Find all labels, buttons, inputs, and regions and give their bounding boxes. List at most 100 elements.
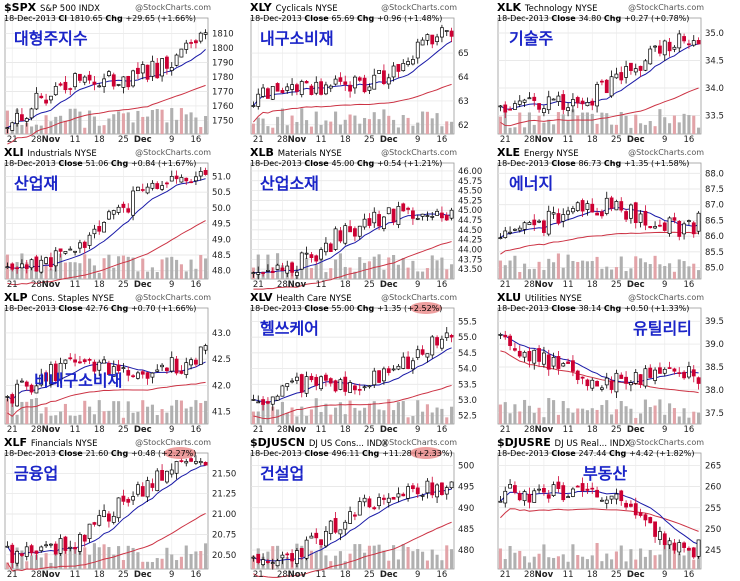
- volume-bar: [571, 260, 575, 279]
- volume-bar: [643, 262, 647, 279]
- change-label: Chg: [105, 14, 125, 23]
- x-tick-label: Nov: [42, 135, 61, 145]
- chart-exchange: NYSE: [329, 294, 351, 304]
- candle-body: [44, 372, 48, 382]
- volume-bar: [605, 553, 609, 569]
- moving-average-long: [7, 84, 206, 145]
- y-tick-label: 45.50: [458, 187, 482, 197]
- volume-bar: [629, 268, 633, 279]
- chart-info: 18-Dec-2013 Close 55.00 Chg +1.35 (+2.52…: [250, 304, 442, 313]
- volume-bar: [561, 401, 565, 424]
- candle-body: [78, 361, 82, 364]
- candle-body: [517, 350, 522, 357]
- candle-body: [328, 378, 333, 384]
- chart-name: Energy: [524, 149, 556, 159]
- moving-average-short: [6, 465, 206, 555]
- candle-body: [266, 88, 270, 99]
- volume-bar: [527, 405, 531, 424]
- candle-body: [672, 46, 677, 50]
- sector-label: 유틸리티: [633, 319, 692, 338]
- candle-body: [614, 201, 619, 211]
- candle-body: [290, 84, 294, 90]
- volume-bar: [687, 266, 691, 279]
- x-tick-label: 28: [31, 570, 42, 580]
- candle-body: [571, 488, 575, 497]
- volume-bar: [271, 406, 275, 424]
- price-label: Close: [304, 159, 331, 168]
- candle-body: [633, 503, 638, 516]
- x-tick-label: Nov: [42, 425, 61, 435]
- volume-bar: [590, 408, 594, 424]
- candle-body: [333, 78, 338, 85]
- price-value: 247.44: [578, 449, 609, 458]
- moving-average-long: [6, 512, 206, 572]
- candle-body: [58, 83, 63, 86]
- candle-body: [406, 486, 410, 499]
- volume-bar: [547, 557, 551, 569]
- candle-body: [333, 228, 338, 250]
- volume-bar: [421, 271, 425, 279]
- volume-bar: [121, 560, 125, 569]
- chart-svg: 1810 1800 1790 1780 1770 1760 1750 21 28 Nov 11 18 2…: [4, 1, 234, 145]
- candle-body: [508, 108, 512, 111]
- candle-body: [435, 36, 439, 42]
- x-tick-label: Nov: [535, 425, 554, 435]
- candle-body: [261, 559, 265, 565]
- watermark: @StockCharts.com: [628, 148, 704, 157]
- volume-bar: [552, 400, 556, 424]
- candle-body: [498, 500, 503, 503]
- sector-label: 에너지: [509, 174, 553, 193]
- chart-date: 18-Dec-2013: [250, 304, 304, 313]
- chart-exchange: NYSE: [560, 294, 582, 304]
- volume-bar: [396, 127, 400, 134]
- candle-body: [527, 493, 532, 503]
- volume-bar: [590, 113, 594, 134]
- candle-body: [174, 54, 179, 66]
- change-value: +0.70 (+1.66%): [131, 304, 196, 313]
- volume-bar: [614, 409, 618, 424]
- candle-body: [324, 242, 328, 253]
- change-label: Chg: [357, 159, 377, 168]
- chart-panel: 65 64 63 62 21 28 Nov 11 18 25 Dec 9 16 XLY Cyclicals…: [246, 0, 492, 145]
- chart-exchange: NYSE: [556, 149, 578, 159]
- y-tick-label: 43.50: [458, 265, 482, 275]
- volume-bar: [425, 268, 429, 279]
- candle-body: [353, 514, 357, 517]
- y-tick-label: 88.0: [705, 169, 724, 179]
- volume-bar: [39, 269, 43, 279]
- chart-title: XLI Industrials NYSE: [4, 146, 97, 159]
- candle-body: [508, 484, 512, 489]
- y-tick-label: 44.75: [458, 216, 482, 226]
- volume-bar: [348, 400, 352, 424]
- volume-bar: [358, 544, 362, 569]
- volume-bar: [692, 115, 696, 134]
- volume-bar: [165, 257, 169, 279]
- volume-bar: [334, 555, 338, 569]
- change-label: Chg: [609, 449, 629, 458]
- watermark: @StockCharts.com: [628, 293, 704, 302]
- price-label: Close: [551, 159, 578, 168]
- candle-body: [63, 81, 68, 91]
- volume-bar: [503, 559, 507, 569]
- candle-body: [522, 99, 527, 103]
- candle-body: [449, 30, 454, 37]
- candle-body: [624, 66, 628, 78]
- volume-bar: [150, 404, 154, 424]
- chart-info: 18-Dec-2013 Close 38.14 Chg +0.50 (+1.33…: [497, 304, 689, 313]
- volume-bar: [68, 108, 72, 134]
- volume-bar: [146, 406, 150, 424]
- y-tick-label: 255: [705, 504, 721, 514]
- volume-bar: [595, 543, 599, 569]
- x-tick-label: 9: [662, 425, 667, 435]
- moving-average-long: [253, 83, 452, 123]
- volume-bar: [150, 562, 154, 569]
- candle-body: [189, 181, 193, 184]
- y-tick-label: 46.00: [458, 167, 482, 177]
- x-tick-label: 18: [587, 425, 598, 435]
- candle-body: [53, 86, 58, 96]
- candle-body: [430, 34, 435, 45]
- candle-body: [314, 81, 319, 94]
- volume-bar: [445, 269, 449, 279]
- volume-bar: [537, 261, 541, 279]
- volume-bar: [532, 124, 536, 134]
